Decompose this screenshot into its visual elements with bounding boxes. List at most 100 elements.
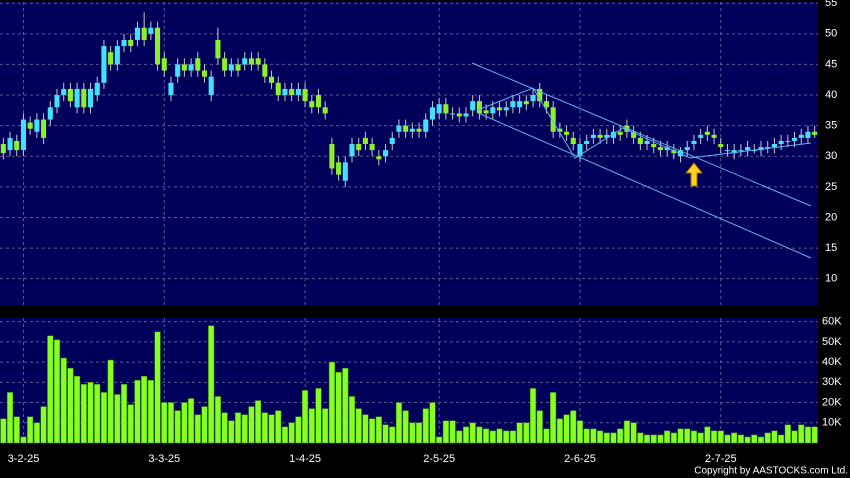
volume-bar <box>375 416 382 444</box>
candle-body <box>34 119 40 132</box>
x-tick-label: 1-4-25 <box>289 453 321 465</box>
volume-bar <box>328 361 335 444</box>
volume-bar <box>724 434 731 444</box>
candle-body <box>617 131 623 135</box>
candle-body <box>543 101 549 108</box>
volume-bar <box>295 416 302 444</box>
candle-body <box>651 144 657 148</box>
candle-body <box>54 95 60 108</box>
candle-body <box>463 113 469 117</box>
volume-bar <box>395 402 403 444</box>
candle-body <box>382 150 389 157</box>
volume-bar <box>509 430 516 444</box>
volume-bar <box>811 426 818 444</box>
volume-bar <box>590 428 597 444</box>
y2-tick-label: 40K <box>822 356 842 368</box>
candle-body <box>269 76 275 83</box>
x-tick-label: 3-2-25 <box>8 453 40 465</box>
trend-line <box>477 112 812 259</box>
volume-bar <box>731 432 738 444</box>
volume-bar <box>576 420 584 444</box>
candle-body <box>41 119 47 138</box>
volume-bar <box>241 414 248 444</box>
volume-bar <box>288 422 295 444</box>
volume-bar <box>355 408 362 444</box>
volume-bar <box>429 402 436 444</box>
copyright: Copyright by AASTOCKS.com Ltd. <box>694 466 848 477</box>
candle-body <box>771 144 777 148</box>
candle-body <box>671 150 677 154</box>
candle-body <box>657 147 663 151</box>
volume-bar <box>188 398 195 444</box>
volume-bar <box>20 436 27 444</box>
y-tick-label: 45 <box>825 58 837 70</box>
volume-bar <box>556 418 563 444</box>
volume-bar <box>516 422 523 444</box>
volume-bar <box>630 422 637 444</box>
volume-bar <box>100 392 107 444</box>
candle-body <box>255 58 261 65</box>
candle-body <box>349 144 355 157</box>
volume-bar <box>161 402 168 444</box>
candle-body <box>738 150 744 152</box>
volume-bar <box>583 428 590 444</box>
volume-bar <box>342 367 349 444</box>
volume-bar <box>436 436 443 444</box>
candle-body <box>530 95 536 102</box>
y-tick-label: 30 <box>825 150 837 162</box>
candle-body <box>101 46 107 83</box>
volume-bar <box>382 424 389 444</box>
candle-body <box>128 39 134 47</box>
candle-body <box>610 131 617 138</box>
candle-body <box>295 88 301 96</box>
candle-body <box>275 82 281 96</box>
volume-bar <box>523 422 530 444</box>
candle-body <box>812 131 818 135</box>
candle-body <box>262 64 268 77</box>
candle-body <box>798 134 804 138</box>
candle-body <box>168 82 174 96</box>
volume-bar <box>127 404 134 444</box>
volume-bar <box>442 420 449 444</box>
candle-body <box>315 95 322 108</box>
candle-body <box>724 150 731 152</box>
volume-bar <box>174 410 181 444</box>
candle-body <box>429 107 436 120</box>
volume-bar <box>201 406 208 444</box>
x-tick-label: 2-6-25 <box>564 453 596 465</box>
volume-bar <box>94 384 101 444</box>
candle-body <box>47 107 53 120</box>
candle-body <box>436 104 442 114</box>
volume-bar <box>208 325 215 444</box>
volume-bar <box>650 434 657 444</box>
volume-bar <box>751 434 758 444</box>
candle-body <box>155 27 161 65</box>
volume-bar <box>771 430 778 444</box>
volume-bar <box>697 432 704 444</box>
candle-body <box>336 162 342 175</box>
x-tick-label: 3-3-25 <box>148 453 180 465</box>
candle-body <box>282 88 288 96</box>
volume-bar <box>80 384 87 444</box>
volume-bar <box>610 432 617 444</box>
volume-bar <box>476 426 483 444</box>
y2-tick-label: 10K <box>822 417 842 429</box>
candle-body <box>584 140 590 145</box>
volume-bar <box>664 430 671 444</box>
y-tick-label: 10 <box>825 273 837 285</box>
price-panel <box>0 2 818 305</box>
volume-bar <box>489 430 496 444</box>
volume-bar <box>154 331 161 444</box>
candle-body <box>751 150 757 152</box>
volume-bar <box>214 396 221 444</box>
candle-body <box>121 39 127 47</box>
volume-bar <box>657 434 664 444</box>
volume-bar <box>248 406 255 444</box>
candle-body <box>235 64 241 71</box>
volume-bar <box>308 408 315 444</box>
candle-body <box>644 140 650 145</box>
candle-body <box>161 58 167 71</box>
candle-body <box>322 107 328 114</box>
candle-body <box>114 46 120 65</box>
candle-body <box>537 88 543 102</box>
